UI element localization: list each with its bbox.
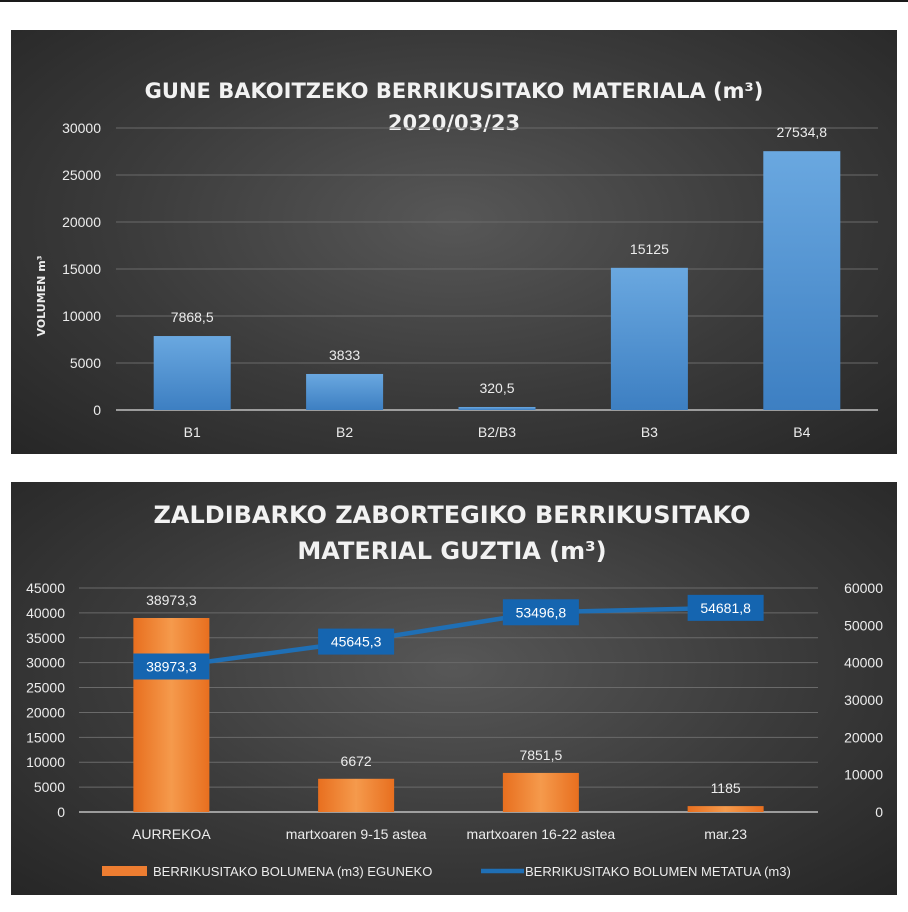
bar-chart-areas: GUNE BAKOITZEKO BERRIKUSITAKO MATERIALA …: [35, 79, 878, 440]
bar-data-label: 1185: [711, 780, 741, 796]
y-tick-label: 25000: [26, 680, 65, 696]
x-tick-label: B3: [641, 424, 658, 440]
labels: 0 5000 10000 15000 20000 25000 30000 7868,5 B1 38…: [62, 120, 827, 440]
bar-data-label: 6672: [341, 753, 372, 769]
x-tick-label: mar.23: [704, 826, 747, 842]
legend: BERRIKUSITAKO BOLUMENA (m3) EGUNEKO BERRI…: [102, 864, 791, 879]
y-tick-label: 0: [57, 804, 65, 820]
y-tick-label: 5000: [34, 779, 65, 795]
x-tick-label: B4: [793, 424, 810, 440]
y-axis-label: VOLUMEN m³: [35, 255, 48, 336]
y-tick-label: 40000: [26, 605, 65, 621]
line-label-box: [502, 599, 579, 626]
line-label-box: [687, 594, 764, 621]
data-label: 7868,5: [171, 309, 214, 325]
line-data-label: 45645,3: [331, 634, 382, 650]
data-label: 27534,8: [776, 124, 827, 140]
y-tick-label: 25000: [62, 167, 101, 183]
legend-label: BERRIKUSITAKO BOLUMENA (m3) EGUNEKO: [153, 864, 432, 879]
y-tick-label: 5000: [70, 355, 101, 371]
data-label: 320,5: [479, 380, 514, 396]
y-tick-label: 0: [93, 402, 101, 418]
chart-subtitle: 2020/03/23: [388, 111, 520, 135]
bar-b2: [306, 373, 384, 410]
y-tick-label: 10000: [26, 754, 65, 770]
chart-panel-areas: GUNE BAKOITZEKO BERRIKUSITAKO MATERIALA …: [11, 30, 897, 454]
y2-tick-label: 10000: [844, 767, 883, 783]
legend-swatch-bar: [102, 866, 147, 876]
x-tick-label: B1: [184, 424, 201, 440]
line-label-box: [133, 653, 210, 680]
line-label-box: [318, 628, 395, 655]
combo-chart-total: ZALDIBARKO ZABORTEGIKO BERRIKUSITAKO MAT…: [26, 501, 883, 879]
bars: [153, 151, 841, 410]
line-data-label: 54681,8: [700, 600, 751, 616]
bar-daily-volume: [133, 617, 210, 812]
bar-b1: [153, 336, 231, 410]
y-tick-label: 10000: [62, 308, 101, 324]
y-tick-label: 15000: [62, 261, 101, 277]
chart-title: GUNE BAKOITZEKO BERRIKUSITAKO MATERIALA …: [145, 79, 764, 103]
y-tick-label: 20000: [62, 214, 101, 230]
data-label: 3833: [329, 347, 360, 363]
x-tick-label: martxoaren 16-22 astea: [467, 826, 616, 842]
y-tick-label: 30000: [26, 655, 65, 671]
y-tick-label: 45000: [26, 580, 65, 596]
data-label: 15125: [630, 241, 669, 257]
chart-title: ZALDIBARKO ZABORTEGIKO BERRIKUSITAKO: [154, 501, 751, 529]
chart-subtitle: MATERIAL GUZTIA (m³): [297, 537, 606, 565]
bar-daily-volume: [502, 772, 579, 812]
bar-data-label: 7851,5: [519, 747, 562, 763]
cumulative-line: 38973,3 45645,3 53496,8 54681,8: [133, 594, 764, 680]
y2-tick-label: 60000: [844, 580, 883, 596]
y2-tick-label: 0: [875, 804, 883, 820]
y2-tick-label: 30000: [844, 692, 883, 708]
y-tick-label: 35000: [26, 630, 65, 646]
y2-tick-label: 40000: [844, 655, 883, 671]
bars: [133, 617, 764, 812]
y2-tick-label: 20000: [844, 729, 883, 745]
x-tick-label: B2/B3: [478, 424, 516, 440]
bar-b4: [763, 151, 841, 410]
cumulative-line-path: [171, 605, 726, 669]
bar-b3: [610, 267, 688, 410]
x-tick-label: B2: [336, 424, 353, 440]
labels: 0 5000 10000 15000 20000 25000 30000 35000 40000…: [26, 580, 883, 842]
x-tick-label: martxoaren 9-15 astea: [286, 826, 427, 842]
bar-data-label: 38973,3: [146, 592, 197, 608]
top-border-line: [0, 0, 908, 2]
chart-panel-total: ZALDIBARKO ZABORTEGIKO BERRIKUSITAKO MAT…: [11, 482, 897, 895]
y-tick-label: 30000: [62, 120, 101, 136]
y2-tick-label: 50000: [844, 617, 883, 633]
legend-label: BERRIKUSITAKO BOLUMEN METATUA (m3): [525, 864, 791, 879]
bar-daily-volume: [318, 778, 395, 812]
line-data-label: 53496,8: [516, 604, 567, 620]
line-data-label: 38973,3: [146, 658, 197, 674]
bar-daily-volume: [687, 806, 764, 812]
bar-b2-b3: [458, 406, 536, 410]
x-tick-label: AURREKOA: [132, 826, 211, 842]
y-tick-label: 15000: [26, 729, 65, 745]
y-tick-label: 20000: [26, 704, 65, 720]
